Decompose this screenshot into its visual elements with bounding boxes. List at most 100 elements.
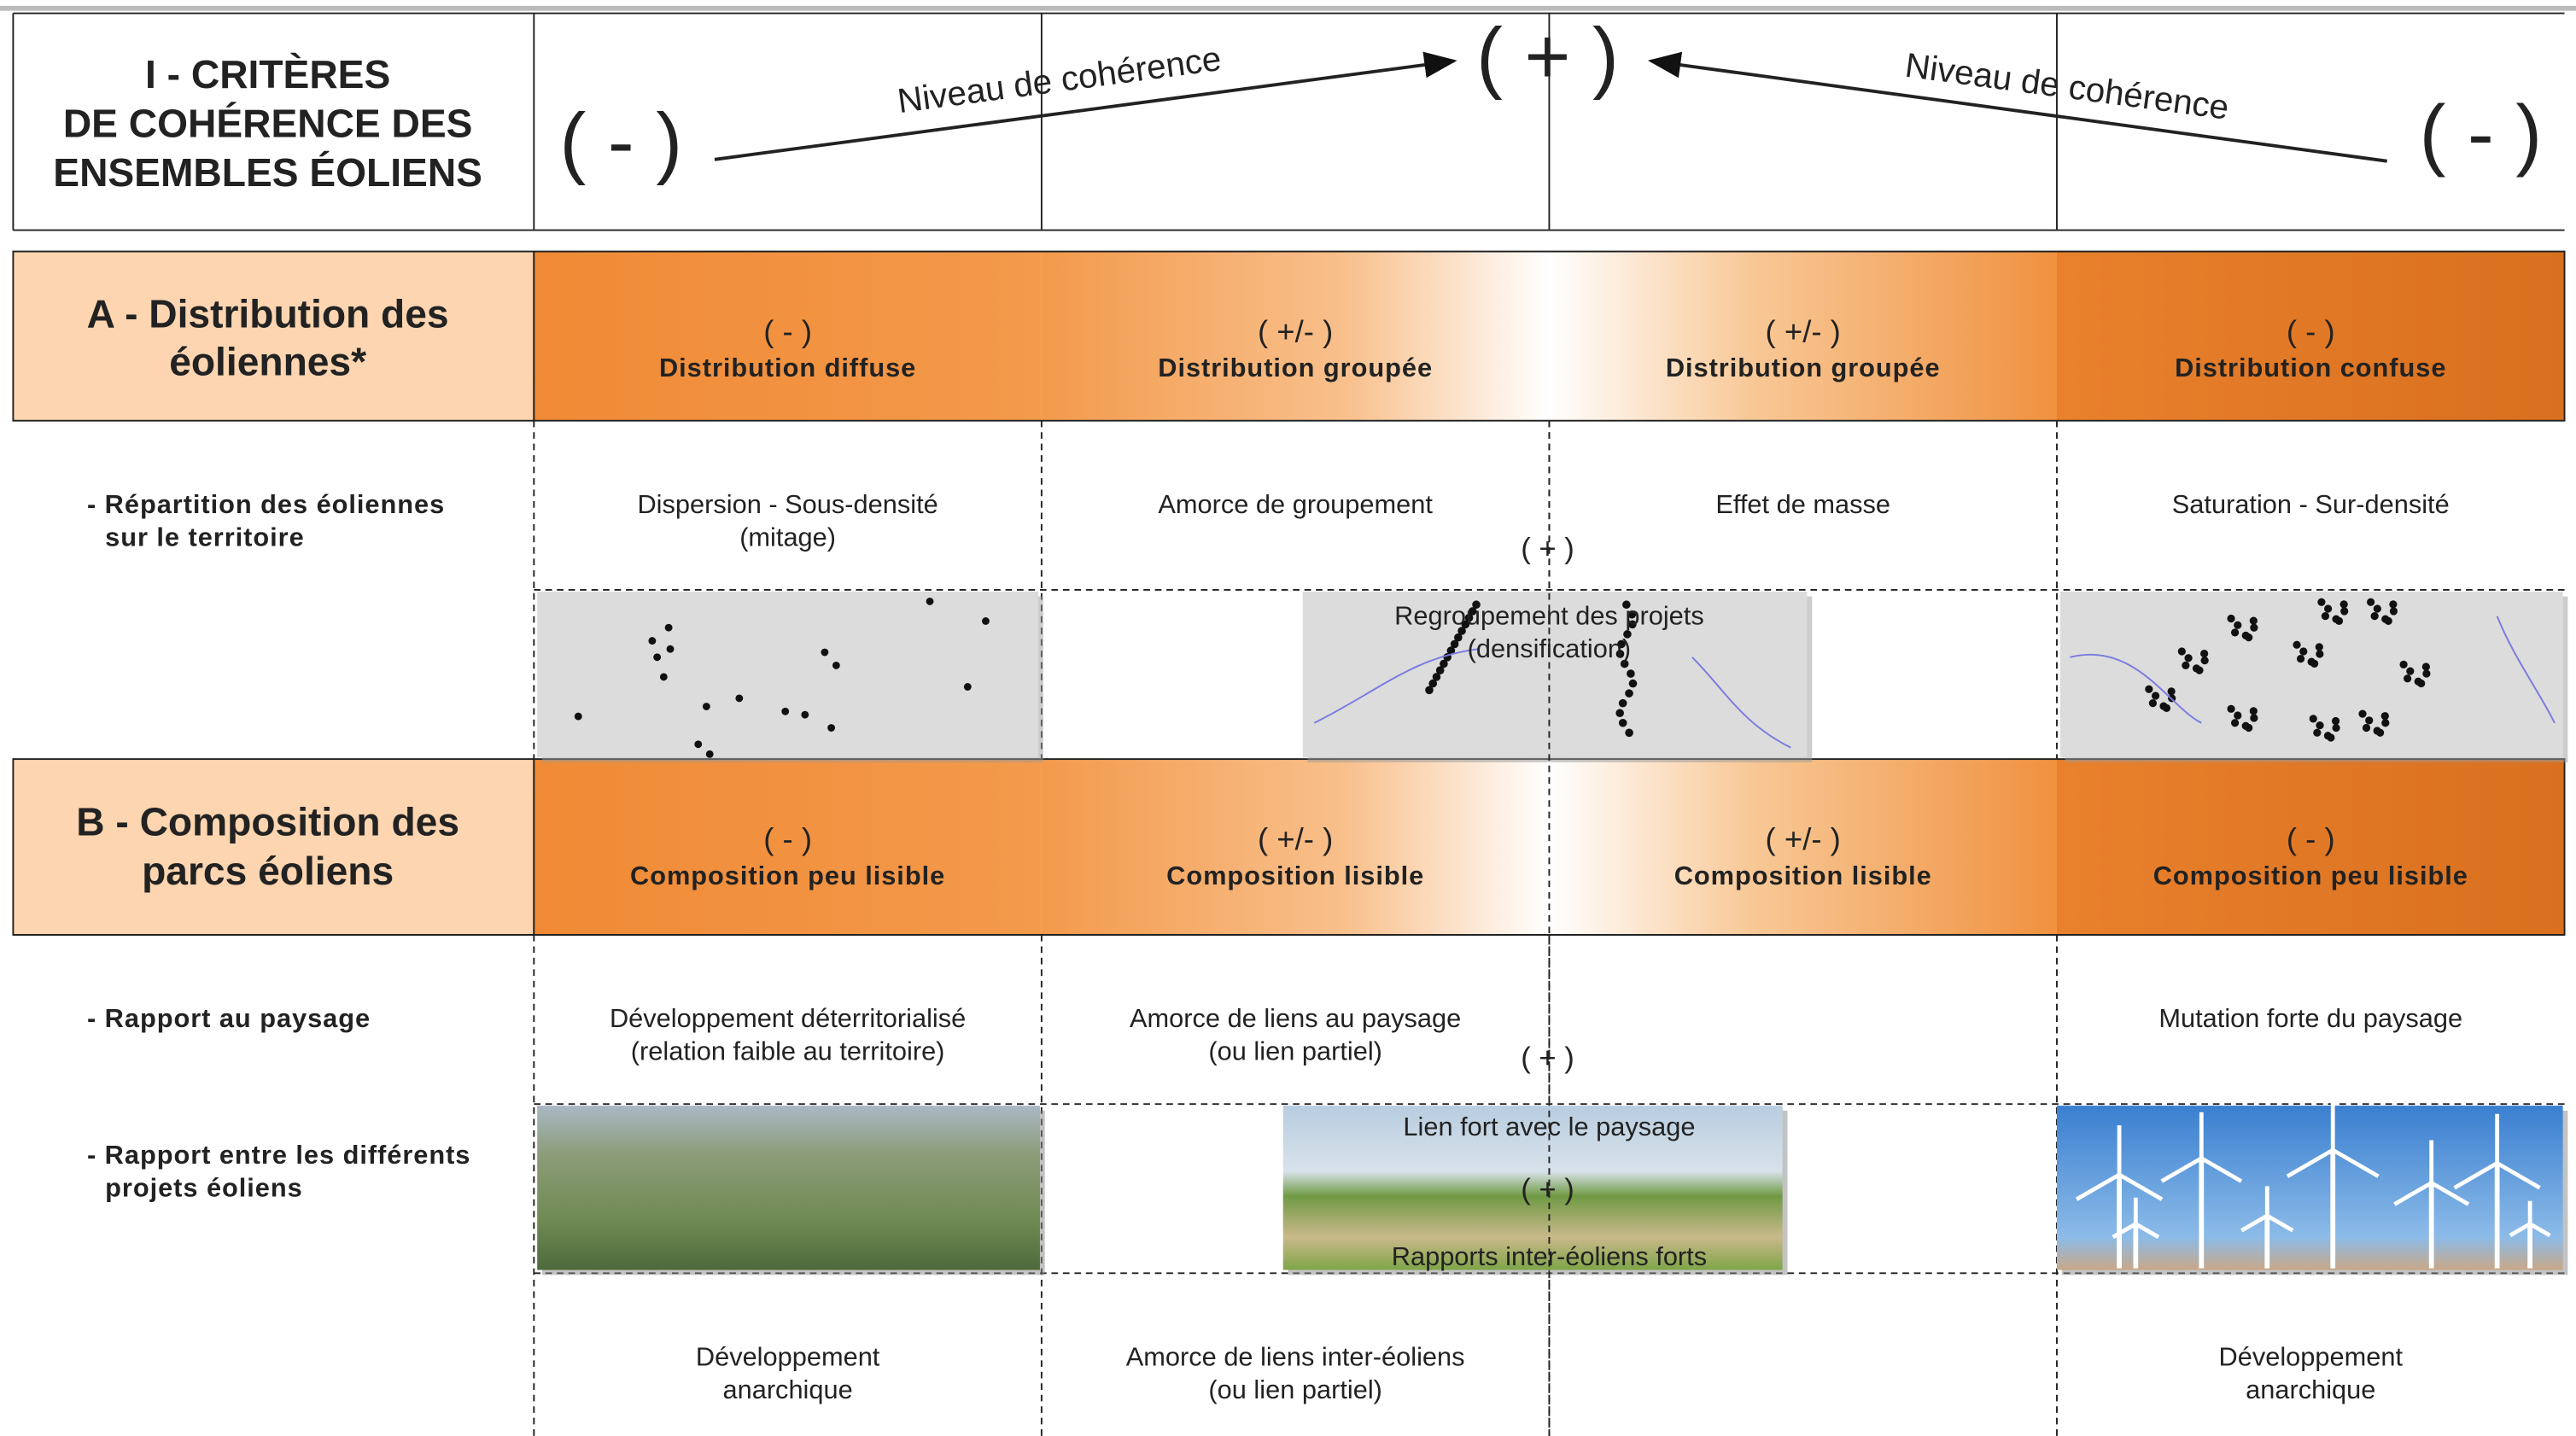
cell-text: Développement [696, 1342, 880, 1372]
column-band [534, 251, 1042, 421]
dot [1620, 659, 1629, 668]
dot [735, 694, 744, 703]
column-sign: ( - ) [763, 821, 812, 856]
row-label: - Rapport entre les différents [87, 1140, 470, 1170]
dot [832, 662, 840, 669]
dot [821, 648, 829, 657]
column-sign: ( +/- ) [1258, 313, 1333, 348]
minus-left: ( - ) [560, 97, 683, 186]
dot [1432, 673, 1441, 681]
image-caption: Rapports inter-éoliens forts [1392, 1241, 1707, 1271]
dot [1618, 718, 1627, 727]
dot [1615, 709, 1624, 718]
row-label: sur le territoire [105, 522, 305, 552]
dot [2177, 647, 2186, 656]
column-band [534, 759, 1042, 935]
column-band [1549, 759, 2057, 935]
dot [2358, 709, 2367, 718]
blade [2117, 1172, 2164, 1201]
cell-text: Amorce de liens inter-éoliens [1126, 1342, 1465, 1372]
column-band [1041, 251, 1550, 421]
dot [2227, 614, 2235, 623]
dot [2184, 654, 2193, 663]
blade [2496, 1161, 2541, 1190]
dot [1454, 633, 1463, 642]
blade [2430, 1181, 2470, 1206]
dot [2399, 660, 2408, 668]
dot [2250, 714, 2258, 722]
dot [963, 683, 972, 691]
blade [2332, 1147, 2380, 1178]
dot [2313, 728, 2322, 737]
dot [2315, 643, 2323, 651]
dot [1625, 728, 1633, 738]
dot [2148, 698, 2158, 708]
section-title: B - Composition des [76, 799, 459, 844]
dot [2316, 721, 2324, 730]
dot [2307, 657, 2316, 666]
dot [694, 740, 703, 749]
blade [2528, 1222, 2551, 1238]
cell-text: Développement déterritorialisé [610, 1003, 966, 1033]
dot [574, 712, 582, 721]
dot [2317, 598, 2326, 606]
layout [0, 5, 2576, 231]
blade [2160, 1156, 2203, 1183]
dot [2367, 598, 2375, 606]
dot [1618, 698, 1627, 708]
dot [2414, 677, 2422, 686]
dot [2389, 600, 2398, 609]
dot [659, 673, 668, 681]
column-band [1041, 759, 1550, 935]
cell-text: (ou lien partiel) [1208, 1036, 1382, 1066]
cell-text: Développement [2219, 1342, 2404, 1372]
dot [2381, 615, 2390, 623]
minus-right: ( - ) [2420, 89, 2543, 178]
dot [2421, 663, 2430, 671]
column-label: Distribution groupée [1158, 353, 1433, 382]
dot [2192, 664, 2201, 673]
dot [2339, 600, 2348, 609]
cell-text: (relation faible au territoire) [631, 1036, 945, 1066]
map-image [2059, 591, 2563, 758]
dot [1425, 686, 1434, 695]
dot [2151, 692, 2160, 700]
dot [2227, 704, 2235, 713]
dot [1623, 630, 1632, 639]
blade [2135, 1222, 2160, 1240]
dot [2249, 707, 2258, 715]
cell-text: Saturation - Sur-densité [2172, 489, 2450, 519]
column-sign: ( - ) [763, 313, 812, 348]
dot [2167, 687, 2176, 696]
dot [2200, 657, 2209, 665]
column-label: Distribution diffuse [659, 353, 916, 382]
dot [2381, 719, 2390, 727]
blade [2200, 1156, 2243, 1183]
dot [2321, 612, 2330, 621]
dot [2362, 723, 2371, 733]
blade [2240, 1213, 2269, 1233]
river [1691, 657, 1791, 749]
dot [2293, 640, 2301, 649]
dot [2365, 716, 2374, 725]
dot [1615, 650, 1625, 658]
dot [982, 617, 990, 625]
dot [2199, 649, 2209, 658]
dot [2332, 615, 2340, 623]
cell-text: anarchique [722, 1375, 852, 1404]
dot [1457, 627, 1466, 635]
center-plus: ( + ) [1521, 533, 1574, 565]
dot [648, 637, 657, 645]
dot [1628, 679, 1638, 688]
dot [2230, 628, 2240, 637]
cell-text: Amorce de liens au paysage [1130, 1003, 1461, 1033]
dot [1472, 600, 1481, 610]
column-label: Distribution groupée [1666, 353, 1941, 382]
river [2496, 616, 2556, 724]
blade [2393, 1181, 2433, 1206]
dot [2182, 661, 2190, 669]
plus: ( + ) [1476, 12, 1619, 101]
dot [2241, 631, 2250, 640]
dot [2249, 616, 2258, 625]
